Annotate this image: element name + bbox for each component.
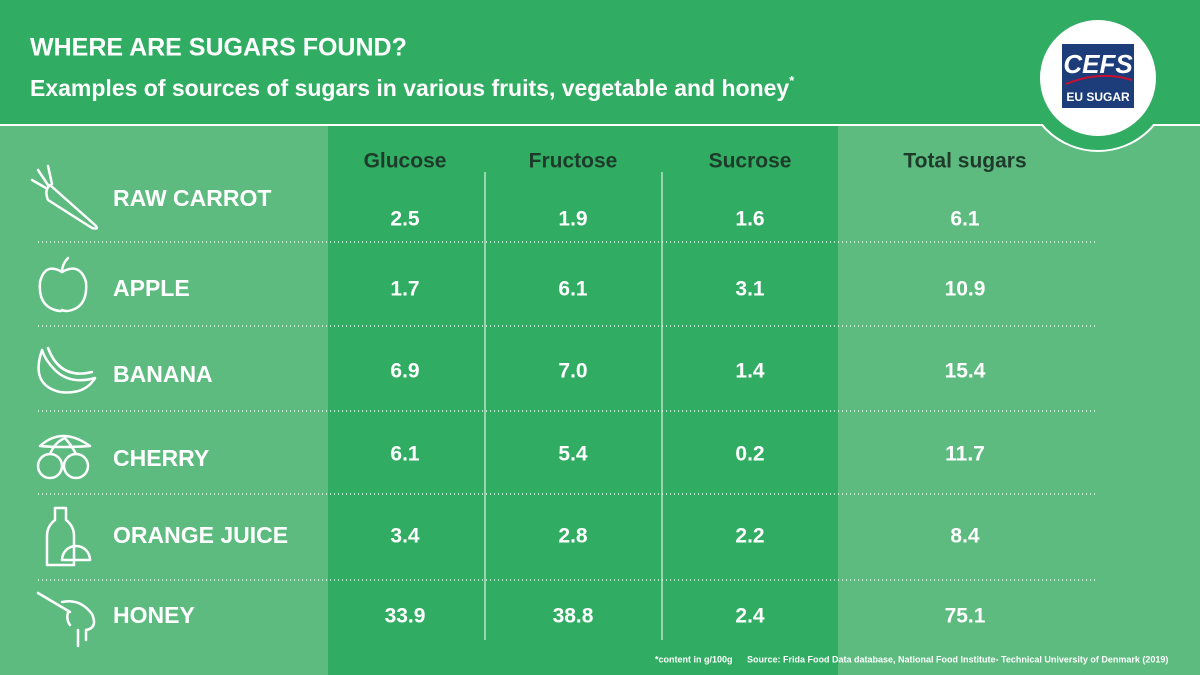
- icon-carrot: [30, 164, 99, 230]
- icon-banana: [37, 346, 97, 394]
- cell-value: 6.1: [950, 208, 980, 231]
- cell-value: 33.9: [385, 605, 426, 628]
- icon-juice: [45, 506, 92, 567]
- footnote: *content in g/100g: [655, 654, 733, 664]
- cell-value: 6.1: [390, 443, 420, 466]
- column-header: Total sugars: [903, 150, 1026, 173]
- title: WHERE ARE SUGARS FOUND?: [30, 34, 407, 62]
- row-label: RAW CARROT: [113, 185, 271, 211]
- logo-tagline: EU SUGAR: [1066, 90, 1130, 104]
- cell-value: 0.2: [735, 443, 764, 466]
- subtitle-mark: *: [789, 73, 795, 88]
- middle-panel: [328, 125, 838, 675]
- cell-value: 6.1: [558, 278, 588, 301]
- cell-value: 15.4: [945, 360, 986, 383]
- cell-value: 2.2: [735, 525, 764, 548]
- column-header: Fructose: [529, 150, 618, 173]
- row-label: ORANGE JUICE: [113, 522, 288, 548]
- row-label: APPLE: [113, 275, 190, 301]
- cell-value: 11.7: [945, 443, 985, 466]
- cell-value: 10.9: [945, 278, 986, 301]
- cell-value: 5.4: [558, 443, 588, 466]
- cell-value: 2.8: [558, 525, 588, 548]
- cell-value: 1.6: [735, 208, 764, 231]
- cell-value: 38.8: [553, 605, 594, 628]
- cell-value: 8.4: [950, 525, 980, 548]
- cell-value: 75.1: [945, 605, 986, 628]
- row-label: CHERRY: [113, 445, 209, 471]
- cell-value: 6.9: [390, 360, 419, 383]
- cell-value: 1.4: [735, 360, 765, 383]
- subtitle: Examples of sources of sugars in various…: [30, 73, 795, 101]
- icon-apple: [38, 256, 88, 313]
- logo-swoosh: [1065, 74, 1133, 85]
- row-label: HONEY: [113, 602, 195, 628]
- cell-value: 1.7: [390, 278, 419, 301]
- cell-value: 2.4: [735, 605, 765, 628]
- column-header: Sucrose: [709, 150, 792, 173]
- cell-value: 1.9: [558, 208, 587, 231]
- icon-cherry: [36, 434, 92, 480]
- subtitle-text: Examples of sources of sugars in various…: [30, 75, 789, 101]
- cell-value: 3.4: [390, 525, 420, 548]
- cell-value: 7.0: [558, 360, 587, 383]
- column-header: Glucose: [364, 150, 447, 173]
- logo-name: CEFS: [1063, 49, 1133, 79]
- row-label: BANANA: [113, 361, 213, 387]
- cell-value: 2.5: [390, 208, 420, 231]
- icon-honey: [36, 591, 96, 648]
- cell-value: 3.1: [735, 278, 765, 301]
- source: Source: Frida Food Data database, Nation…: [747, 654, 1168, 664]
